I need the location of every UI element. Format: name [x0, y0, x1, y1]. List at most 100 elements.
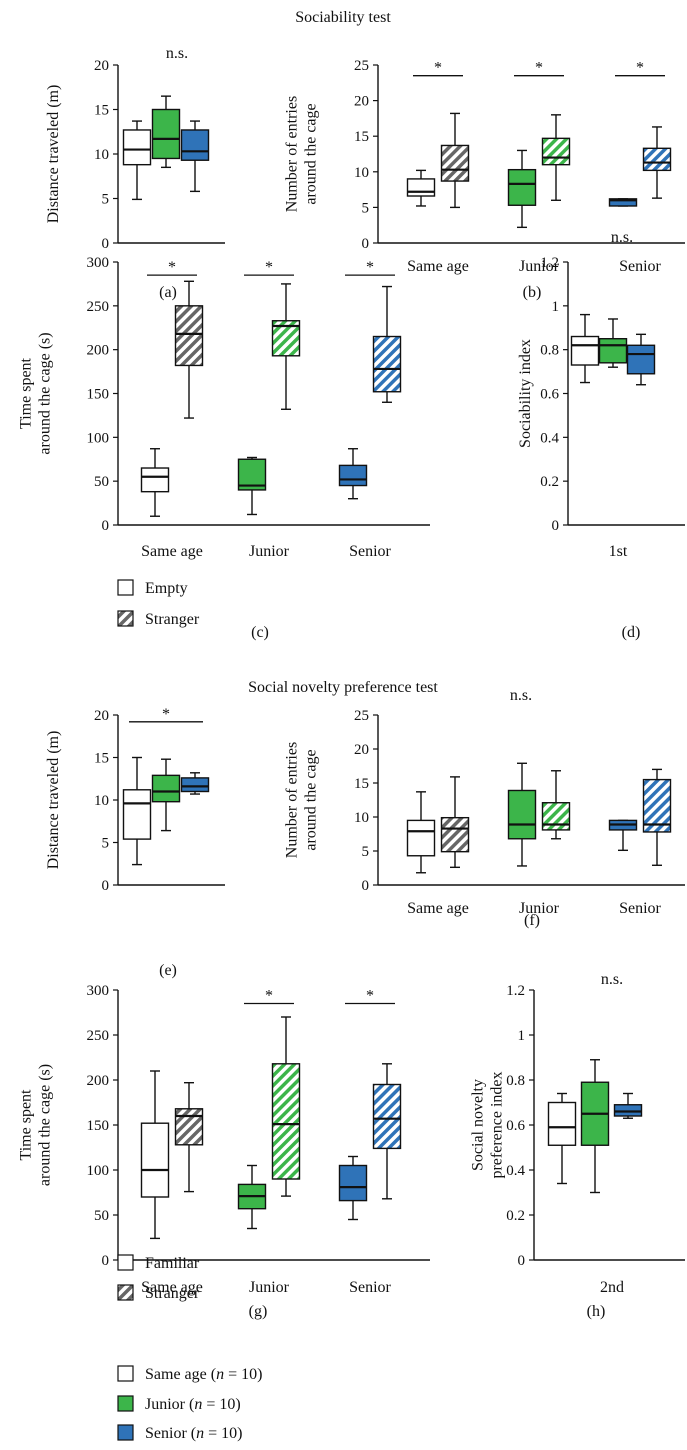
- panel-label-a: (a): [159, 284, 177, 301]
- novelty-section-title: Social novelty preference test: [248, 679, 438, 696]
- legend-senior-swatch: [117, 1424, 134, 1441]
- box-h-junior-solid: [580, 1059, 610, 1194]
- y-tick-label-c: 200: [87, 343, 110, 359]
- significance-star: *: [168, 259, 176, 276]
- box-body: [140, 1122, 170, 1198]
- legend-junior-label: Junior (n = 10): [145, 1396, 241, 1413]
- category-label-b: Same age: [407, 258, 469, 275]
- y-tick-label-d: 0.8: [540, 343, 559, 359]
- y-tick-label-h: 0: [518, 1253, 526, 1269]
- box-b-same_age-hatch: [440, 112, 470, 209]
- category-label-c: Same age: [141, 543, 203, 560]
- box-b-junior-hatch: [541, 114, 571, 201]
- box-f-junior-solid: [507, 762, 537, 867]
- category-label-d: 1st: [609, 543, 628, 560]
- box-body: [372, 335, 402, 393]
- legend-empty-label: Empty: [145, 580, 188, 597]
- y-axis-label-h: Social novelty: [470, 1079, 487, 1171]
- y-tick-label-d: 0: [552, 518, 560, 534]
- y-tick-label-h: 0.6: [506, 1118, 525, 1134]
- box-c-senior-solid: [338, 448, 368, 500]
- sociability-legend: Empty Stranger: [117, 579, 200, 628]
- box-f-same_age-hatch: [440, 776, 470, 869]
- significance-star: *: [366, 988, 374, 1005]
- box-body: [642, 778, 672, 833]
- panel-label-c: (c): [251, 624, 269, 641]
- box-b-senior-solid: [608, 198, 638, 207]
- ns-label-h: n.s.: [601, 971, 623, 988]
- box-body: [608, 198, 638, 207]
- y-tick-label-h: 1.2: [506, 983, 525, 999]
- panel-label-b: (b): [523, 284, 542, 301]
- box-g-senior-solid: [338, 1155, 368, 1221]
- box-body: [642, 147, 672, 172]
- category-label-g: Same age: [141, 1279, 203, 1296]
- box-c-same_age-solid: [140, 448, 170, 517]
- panel-label-d: (d): [622, 624, 641, 641]
- significance-star: *: [162, 706, 170, 723]
- box-g-junior-solid: [237, 1164, 267, 1230]
- y-axis-label-c: Time spent: [18, 357, 35, 429]
- legend-senior-label: Senior (n = 10): [145, 1425, 242, 1442]
- novelty-legend: Familiar Stranger: [117, 1254, 200, 1302]
- panel-h: 0 0.2 0.4 0.6 0.8 1 1.2 Social novelty preferenc…: [470, 971, 685, 1320]
- panel-label-f: (f): [524, 912, 540, 929]
- y-tick-label-e: 15: [94, 751, 109, 767]
- box-a-junior-solid: [151, 95, 181, 169]
- y-tick-label-d: 0.2: [540, 474, 559, 490]
- box-c-senior-hatch: [372, 285, 402, 403]
- significance-star: *: [265, 988, 273, 1005]
- box-body: [406, 819, 436, 857]
- box-body: [338, 1164, 368, 1202]
- legend-novelty-stranger-swatch: [117, 1284, 134, 1301]
- box-d-senior-solid: [626, 333, 656, 386]
- box-body: [180, 129, 210, 161]
- y-tick-label-f: 0: [362, 878, 370, 894]
- y-axis-label-a: Distance traveled (m): [45, 85, 62, 224]
- box-body: [440, 816, 470, 853]
- category-label-c: Senior: [349, 543, 391, 560]
- y-axis-label-g: around the cage (s): [37, 1064, 54, 1186]
- box-e-same_age-solid: [122, 756, 152, 866]
- y-tick-label-f: 25: [354, 708, 369, 724]
- box-body: [547, 1101, 577, 1146]
- y-axis-label-f: Number of entries: [284, 742, 301, 858]
- panel-g: 0 50 100 150 200 250 300 Time spent around the c…: [18, 983, 430, 1320]
- legend-same-age-swatch: [117, 1365, 134, 1382]
- y-tick-label-g: 100: [87, 1163, 110, 1179]
- box-body: [613, 1104, 643, 1117]
- panel-c: 0 50 100 150 200 250 300 Time spent around the c…: [18, 255, 430, 641]
- box-e-senior-solid: [180, 772, 210, 795]
- box-b-senior-hatch: [642, 126, 672, 199]
- y-tick-label-g: 50: [94, 1208, 109, 1224]
- box-b-junior-solid: [507, 149, 537, 229]
- box-body: [570, 335, 600, 366]
- box-body: [174, 1108, 204, 1146]
- box-body: [122, 789, 152, 840]
- box-body: [541, 137, 571, 166]
- box-h-senior-solid: [613, 1092, 643, 1119]
- category-label-f: Same age: [407, 900, 469, 917]
- y-tick-label-g: 200: [87, 1073, 110, 1089]
- y-tick-label-e: 0: [102, 878, 110, 894]
- significance-star: *: [265, 259, 273, 276]
- ns-label-d: n.s.: [611, 229, 633, 246]
- y-tick-label-b: 25: [354, 58, 369, 74]
- box-h-same_age-solid: [547, 1092, 577, 1185]
- ns-label-a: n.s.: [166, 45, 188, 62]
- box-f-senior-solid: [608, 819, 638, 852]
- ns-label-f: n.s.: [510, 687, 532, 704]
- y-axis-label-h: preference index: [489, 1071, 506, 1178]
- box-f-same_age-solid: [406, 791, 436, 874]
- y-tick-label-g: 150: [87, 1118, 110, 1134]
- box-body: [174, 305, 204, 367]
- y-tick-label-b: 10: [354, 165, 369, 181]
- legend-stranger-swatch: [117, 610, 134, 627]
- y-axis-label-g: Time spent: [18, 1089, 35, 1161]
- y-tick-label-h: 0.8: [506, 1073, 525, 1089]
- box-g-same_age-solid: [140, 1070, 170, 1240]
- panel-label-h: (h): [587, 1303, 606, 1320]
- box-body: [598, 338, 628, 364]
- significance-star: *: [434, 60, 442, 77]
